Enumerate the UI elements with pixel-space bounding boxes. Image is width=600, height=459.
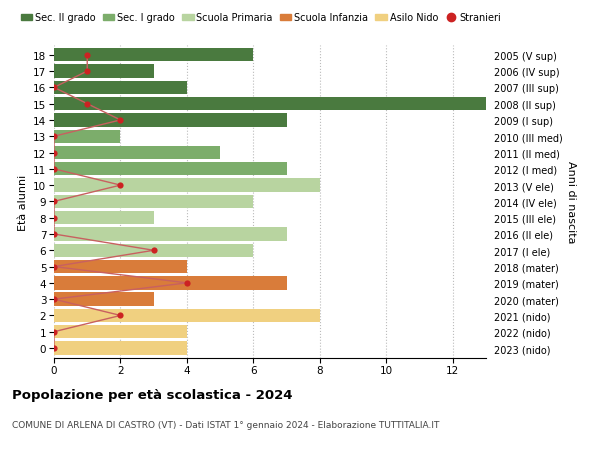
Bar — [54, 114, 287, 127]
Bar — [54, 309, 320, 322]
Bar — [54, 82, 187, 95]
Bar — [54, 179, 320, 192]
Bar — [54, 228, 287, 241]
Bar — [54, 130, 121, 144]
Point — [82, 52, 92, 59]
Legend: Sec. II grado, Sec. I grado, Scuola Primaria, Scuola Infanzia, Asilo Nido, Stran: Sec. II grado, Sec. I grado, Scuola Prim… — [17, 10, 505, 27]
Point — [182, 280, 192, 287]
Point — [82, 101, 92, 108]
Point — [49, 133, 59, 140]
Point — [49, 328, 59, 336]
Text: COMUNE DI ARLENA DI CASTRO (VT) - Dati ISTAT 1° gennaio 2024 - Elaborazione TUTT: COMUNE DI ARLENA DI CASTRO (VT) - Dati I… — [12, 420, 439, 429]
Y-axis label: Anni di nascita: Anni di nascita — [566, 161, 576, 243]
Point — [49, 231, 59, 238]
Bar — [54, 244, 253, 257]
Point — [149, 247, 158, 254]
Point — [49, 214, 59, 222]
Point — [49, 166, 59, 173]
Bar — [54, 65, 154, 78]
Point — [49, 296, 59, 303]
Bar — [54, 260, 187, 274]
Bar — [54, 341, 187, 355]
Bar — [54, 293, 154, 306]
Bar — [54, 98, 486, 111]
Point — [116, 182, 125, 190]
Bar — [54, 195, 253, 209]
Point — [116, 117, 125, 124]
Bar — [54, 146, 220, 160]
Bar — [54, 212, 154, 225]
Point — [49, 150, 59, 157]
Point — [49, 84, 59, 92]
Bar — [54, 325, 187, 339]
Point — [116, 312, 125, 319]
Bar — [54, 49, 253, 62]
Point — [49, 263, 59, 271]
Bar — [54, 277, 287, 290]
Y-axis label: Età alunni: Età alunni — [17, 174, 28, 230]
Point — [82, 68, 92, 76]
Point — [49, 198, 59, 206]
Point — [49, 345, 59, 352]
Text: Popolazione per età scolastica - 2024: Popolazione per età scolastica - 2024 — [12, 388, 293, 401]
Bar — [54, 163, 287, 176]
